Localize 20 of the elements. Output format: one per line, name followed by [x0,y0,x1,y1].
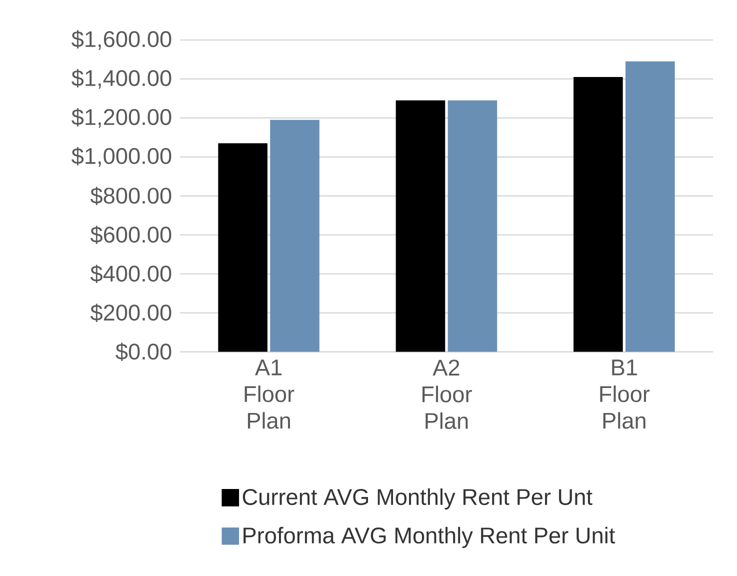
bar [448,100,498,352]
y-tick-label: $800.00 [90,186,172,206]
y-tick-label: $0.00 [116,342,172,362]
x-tick-label: A2 Floor Plan [422,360,472,430]
y-tick-label: $1,400.00 [72,69,172,89]
bar [574,77,623,352]
y-tick-label: $1,200.00 [72,108,172,128]
x-tick-label: B1 Floor Plan [600,360,650,429]
legend-label: Current AVG Monthly Rent Per Unt [242,488,592,510]
y-tick-label: $1,000.00 [72,147,172,167]
bar [270,120,320,352]
y-tick-label: $600.00 [90,226,172,244]
bar [218,143,268,352]
bar [396,100,446,352]
legend-label: Proforma AVG Monthly Rent Per Unit [244,527,616,548]
y-tick-label: $1,600.00 [72,30,172,50]
y-tick-label: $200.00 [90,304,172,322]
y-tick-label: $400.00 [90,264,172,284]
x-tick-label: A1 Floor Plan [244,360,294,429]
bar [625,62,675,352]
